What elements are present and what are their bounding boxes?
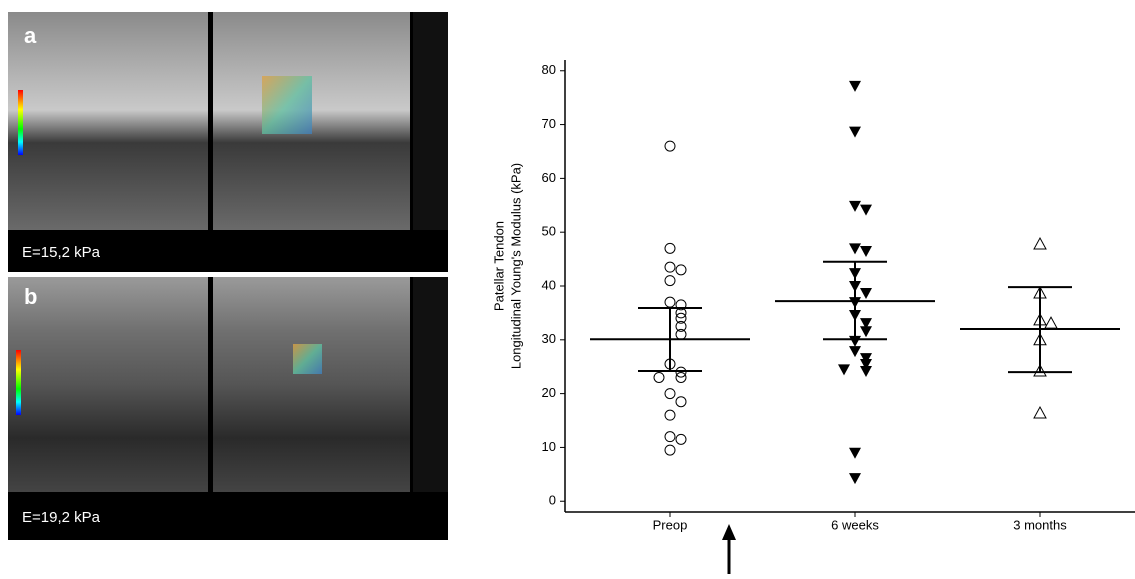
- y-tick-label: 50: [542, 224, 556, 239]
- panel-caption: E=15,2 kPa: [22, 244, 101, 261]
- y-tick-label: 0: [549, 493, 556, 508]
- y-tick-label: 40: [542, 277, 556, 292]
- data-point: [676, 397, 686, 407]
- data-point: [860, 246, 872, 257]
- data-point: [665, 432, 675, 442]
- panel-letter: a: [24, 23, 37, 48]
- color-scale: [18, 90, 23, 155]
- data-point: [849, 346, 861, 357]
- data-point: [676, 434, 686, 444]
- ultrasound-image: [8, 277, 208, 492]
- data-point: [860, 366, 872, 377]
- data-point: [849, 473, 861, 484]
- ultrasound-image: [213, 277, 410, 492]
- elastography-roi: [293, 344, 322, 374]
- data-point: [1045, 317, 1057, 328]
- data-point: [676, 265, 686, 275]
- y-tick-label: 80: [542, 62, 556, 77]
- data-point: [665, 410, 675, 420]
- data-point: [860, 288, 872, 299]
- data-point: [860, 326, 872, 337]
- figure: a E=15,2 kPa b E=19,2 kPa 0 10 20 30 40 50 60 7…: [0, 0, 1135, 574]
- x-tick-label: 6 weeks: [831, 517, 879, 532]
- data-point: [665, 262, 675, 272]
- page: {"panels": [ {"letter": "a", "caption": …: [0, 0, 1135, 579]
- data-point: [849, 81, 861, 92]
- data-point: [860, 205, 872, 216]
- color-scale: [16, 350, 21, 415]
- x-tick-label: 3 months: [1013, 517, 1067, 532]
- settings-strip: [413, 12, 448, 230]
- data-point: [1034, 238, 1046, 249]
- panel-a: a E=15,2 kPa: [8, 12, 448, 272]
- y-tick-label: 20: [542, 385, 556, 400]
- y-tick-label: 70: [542, 116, 556, 131]
- data-point: [1034, 407, 1046, 418]
- elastography-roi: [262, 76, 312, 134]
- x-tick-label: Preop: [653, 517, 688, 532]
- y-tick-label: 60: [542, 170, 556, 185]
- settings-strip: [413, 277, 448, 492]
- data-point: [838, 364, 850, 375]
- arrow-head: [722, 524, 736, 540]
- y-tick-label: 10: [542, 439, 556, 454]
- data-point: [849, 243, 861, 254]
- y-tick-label: 30: [542, 331, 556, 346]
- y-axis-label: Longitudinal Young's Modulus (kPa): [508, 163, 523, 369]
- y-axis-label: Patellar Tendon: [491, 221, 506, 311]
- panel-letter: b: [24, 284, 37, 309]
- panel-caption: E=19,2 kPa: [22, 509, 101, 526]
- data-point: [654, 372, 664, 382]
- panel-b: b E=19,2 kPa: [8, 277, 448, 540]
- data-point: [665, 141, 675, 151]
- data-point: [665, 445, 675, 455]
- ultrasound-image: [8, 12, 208, 230]
- arrow: [722, 524, 736, 574]
- data-point: [665, 297, 675, 307]
- data-point: [849, 448, 861, 459]
- data-point: [849, 127, 861, 138]
- data-point: [665, 276, 675, 286]
- data-point: [849, 201, 861, 212]
- data-point: [665, 389, 675, 399]
- data-point: [665, 243, 675, 253]
